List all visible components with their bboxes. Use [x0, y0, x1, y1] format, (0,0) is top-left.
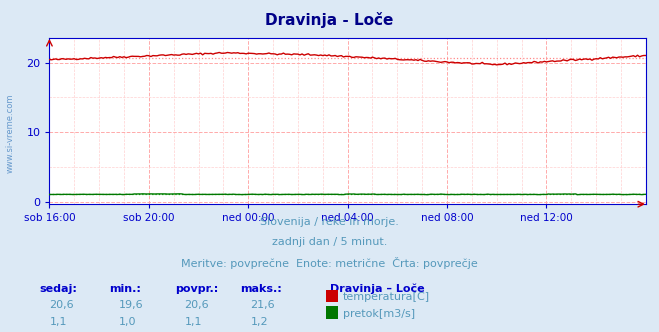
- Text: 1,0: 1,0: [119, 317, 136, 327]
- Text: pretok[m3/s]: pretok[m3/s]: [343, 309, 415, 319]
- Text: Slovenija / reke in morje.: Slovenija / reke in morje.: [260, 217, 399, 227]
- Text: 1,1: 1,1: [185, 317, 202, 327]
- Text: 1,1: 1,1: [49, 317, 67, 327]
- Text: zadnji dan / 5 minut.: zadnji dan / 5 minut.: [272, 237, 387, 247]
- Text: min.:: min.:: [109, 284, 140, 294]
- Text: Dravinja – Loče: Dravinja – Loče: [330, 284, 424, 294]
- Text: maks.:: maks.:: [241, 284, 282, 294]
- Text: 21,6: 21,6: [250, 300, 275, 310]
- Text: sedaj:: sedaj:: [40, 284, 77, 294]
- Text: 1,2: 1,2: [250, 317, 268, 327]
- Text: Dravinja - Loče: Dravinja - Loče: [266, 12, 393, 28]
- Text: temperatura[C]: temperatura[C]: [343, 292, 430, 302]
- Text: 20,6: 20,6: [49, 300, 74, 310]
- Text: 19,6: 19,6: [119, 300, 143, 310]
- Text: Meritve: povprečne  Enote: metrične  Črta: povprečje: Meritve: povprečne Enote: metrične Črta:…: [181, 257, 478, 269]
- Text: povpr.:: povpr.:: [175, 284, 218, 294]
- Text: 20,6: 20,6: [185, 300, 209, 310]
- Text: www.si-vreme.com: www.si-vreme.com: [5, 93, 14, 173]
